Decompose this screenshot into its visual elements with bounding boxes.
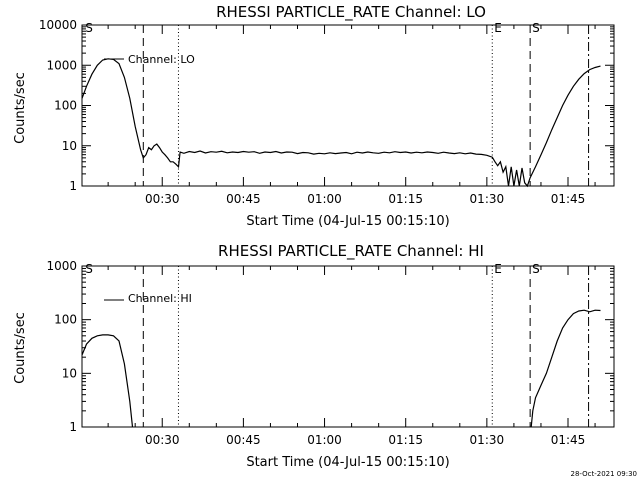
hi-legend-label: Channel: HI xyxy=(128,292,192,305)
lo-legend-label: Channel: LO xyxy=(128,53,195,66)
lo-plot-frame xyxy=(81,24,615,187)
lo-marker-label: S xyxy=(85,21,93,35)
hi-plot-frame xyxy=(81,265,615,428)
hi-x-tick-label: 00:45 xyxy=(226,433,261,447)
lo-x-tick-label: 00:30 xyxy=(145,192,180,206)
hi-x-tick-label: 01:30 xyxy=(470,433,505,447)
hi-rate-series-1 xyxy=(530,309,601,428)
hi-marker-label: S xyxy=(532,262,540,276)
hi-x-tick-label: 01:45 xyxy=(551,433,586,447)
hi-marker-label: E xyxy=(494,262,502,276)
hi-rate-series-0 xyxy=(81,334,134,428)
hi-x-tick-label: 01:00 xyxy=(307,433,342,447)
hi-x-axis-label: Start Time (04-Jul-15 00:15:10) xyxy=(246,455,449,470)
lo-marker-label: E xyxy=(494,21,502,35)
lo-channel-panel: RHESSI PARTICLE_RATE Channel: LO Start T… xyxy=(13,3,615,229)
lo-x-tick-label: 01:30 xyxy=(470,192,505,206)
lo-marker-label: S xyxy=(532,21,540,35)
lo-x-tick-label: 01:00 xyxy=(307,192,342,206)
hi-marker-label: S xyxy=(85,262,93,276)
lo-y-axis-label: Counts/sec xyxy=(13,72,28,144)
lo-chart-title: RHESSI PARTICLE_RATE Channel: LO xyxy=(216,3,486,22)
lo-y-tick-label: 100 xyxy=(54,99,77,113)
lo-x-tick-label: 00:45 xyxy=(226,192,261,206)
lo-y-tick-label: 1000 xyxy=(46,58,77,72)
lo-y-tick-label: 10 xyxy=(62,139,77,153)
lo-x-tick-label: 01:15 xyxy=(388,192,423,206)
hi-y-axis-label: Counts/sec xyxy=(13,312,28,384)
lo-x-axis-label: Start Time (04-Jul-15 00:15:10) xyxy=(246,214,449,229)
hi-y-tick-label: 10 xyxy=(62,366,77,380)
lo-y-tick-label: 10000 xyxy=(39,18,77,32)
lo-y-tick-label: 1 xyxy=(69,179,77,193)
hi-y-tick-label: 100 xyxy=(54,313,77,327)
lo-x-tick-label: 01:45 xyxy=(551,192,586,206)
hi-y-tick-label: 1000 xyxy=(46,259,77,273)
hi-chart-title: RHESSI PARTICLE_RATE Channel: HI xyxy=(218,242,484,261)
hi-x-tick-label: 00:30 xyxy=(145,433,180,447)
lo-rate-series-0 xyxy=(81,58,601,188)
hi-x-tick-label: 01:15 xyxy=(388,433,423,447)
footer-timestamp: 28-Oct-2021 09:30 xyxy=(571,470,637,478)
hi-y-tick-label: 1 xyxy=(69,420,77,434)
hi-channel-panel: RHESSI PARTICLE_RATE Channel: HI Start T… xyxy=(13,242,615,470)
